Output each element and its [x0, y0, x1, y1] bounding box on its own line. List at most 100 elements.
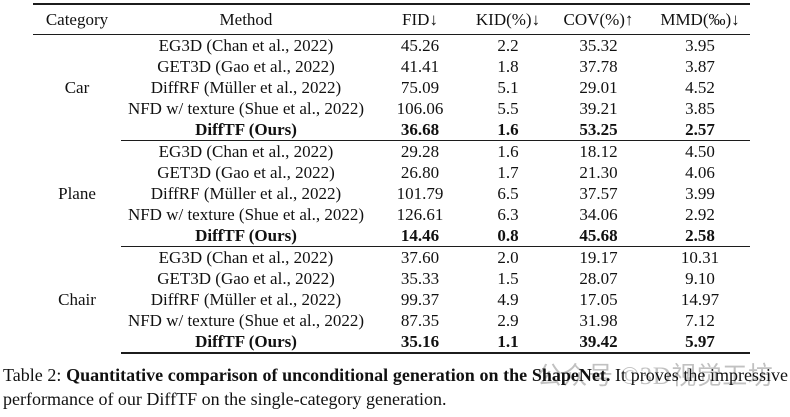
- section-chair: Chair EG3D (Chan et al., 2022) 37.60 2.0…: [33, 247, 750, 354]
- method-cell: GET3D (Gao et al., 2022): [157, 163, 335, 182]
- cov-cell: 39.21: [579, 99, 618, 118]
- cov-cell: 18.12: [579, 142, 618, 161]
- kid-cell: 5.1: [497, 78, 519, 97]
- kid-cell: 4.9: [497, 290, 519, 309]
- mmd-cell: 3.85: [685, 99, 715, 118]
- cov-cell: 39.42: [547, 331, 650, 354]
- table-row-ours: DiffTF (Ours) 35.16 1.1 39.42 5.97: [33, 331, 750, 354]
- method-cell: DiffTF (Ours): [121, 119, 371, 141]
- col-header-cov: COV(%)↑: [547, 3, 650, 35]
- mmd-cell: 2.58: [650, 225, 750, 247]
- method-cell: EG3D (Chan et al., 2022): [158, 142, 334, 161]
- fid-cell: 126.61: [396, 205, 444, 224]
- cov-cell: 29.01: [579, 78, 618, 97]
- fid-cell: 35.33: [400, 269, 440, 288]
- method-cell: DiffRF (Müller et al., 2022): [150, 78, 342, 97]
- table-caption: Table 2: Quantitative comparison of unco…: [3, 363, 788, 411]
- results-table: Category Method FID↓ KID(%)↓ COV(%)↑ MMD…: [33, 3, 750, 354]
- method-cell: EG3D (Chan et al., 2022): [158, 248, 334, 267]
- table-row: Plane EG3D (Chan et al., 2022) 29.28 1.6…: [33, 141, 750, 203]
- cov-cell: 31.98: [579, 311, 618, 330]
- table-row-ours: DiffTF (Ours) 14.46 0.8 45.68 2.58: [33, 225, 750, 247]
- fid-cell: 35.16: [371, 331, 469, 354]
- table-row: GET3D (Gao et al., 2022) 26.80 1.7 21.30…: [33, 162, 750, 183]
- mmd-cell: 5.97: [650, 331, 750, 354]
- kid-cell: 2.9: [497, 311, 519, 330]
- kid-cell: 5.5: [497, 99, 519, 118]
- section-car: Car EG3D (Chan et al., 2022) 45.26 2.2 3…: [33, 35, 750, 141]
- method-cell: DiffTF (Ours): [121, 331, 371, 354]
- cov-cell: 35.32: [579, 36, 618, 55]
- kid-cell: 1.8: [497, 57, 519, 76]
- fid-cell: 45.26: [400, 36, 440, 55]
- fid-cell: 37.60: [400, 248, 440, 267]
- kid-cell: 1.6: [497, 142, 519, 161]
- fid-cell: 41.41: [400, 57, 440, 76]
- mmd-cell: 14.97: [680, 290, 720, 309]
- fid-cell: 101.79: [396, 184, 444, 203]
- fid-cell: 26.80: [400, 163, 440, 182]
- mmd-cell: 4.50: [685, 142, 715, 161]
- table-row: GET3D (Gao et al., 2022) 35.33 1.5 28.07…: [33, 268, 750, 289]
- kid-cell: 6.3: [497, 205, 519, 224]
- table-row: NFD w/ texture (Shue et al., 2022) 106.0…: [33, 98, 750, 119]
- cov-cell: 53.25: [547, 119, 650, 141]
- method-cell: EG3D (Chan et al., 2022): [158, 36, 334, 55]
- kid-cell: 6.5: [497, 184, 519, 203]
- method-cell: NFD w/ texture (Shue et al., 2022): [127, 205, 365, 224]
- cov-cell: 19.17: [579, 248, 618, 267]
- kid-cell: 2.0: [497, 248, 519, 267]
- kid-cell: 1.1: [469, 331, 547, 354]
- watermark: 公众号 ©3D视觉工坊: [537, 361, 789, 393]
- mmd-cell: 10.31: [680, 248, 720, 267]
- method-cell: DiffRF (Müller et al., 2022): [150, 290, 342, 309]
- mmd-cell: 2.57: [650, 119, 750, 141]
- fid-cell: 99.37: [400, 290, 440, 309]
- caption-label: Table 2:: [3, 365, 62, 385]
- caption-rest-text: It proves the impressive performance of …: [3, 365, 789, 409]
- mmd-cell: 3.99: [685, 184, 715, 203]
- col-header-fid: FID↓: [371, 3, 469, 35]
- category-label: Chair: [58, 290, 96, 310]
- cov-cell: 21.30: [579, 163, 618, 182]
- mmd-cell: 3.87: [685, 57, 715, 76]
- table-row: DiffRF (Müller et al., 2022) 99.37 4.9 1…: [33, 289, 750, 310]
- method-cell: DiffRF (Müller et al., 2022): [150, 184, 342, 203]
- mmd-cell: 4.06: [685, 163, 715, 182]
- kid-cell: 1.7: [497, 163, 519, 182]
- fid-cell: 14.46: [371, 225, 469, 247]
- mmd-cell: 9.10: [685, 269, 715, 288]
- mmd-cell: 3.95: [685, 36, 715, 55]
- table-row: NFD w/ texture (Shue et al., 2022) 87.35…: [33, 310, 750, 331]
- col-header-kid: KID(%)↓: [469, 3, 547, 35]
- table-row: Car EG3D (Chan et al., 2022) 45.26 2.2 3…: [33, 35, 750, 97]
- mmd-cell: 7.12: [685, 311, 715, 330]
- kid-cell: 0.8: [469, 225, 547, 247]
- cov-cell: 37.78: [579, 57, 618, 76]
- method-cell: NFD w/ texture (Shue et al., 2022): [127, 99, 365, 118]
- results-table-container: Category Method FID↓ KID(%)↓ COV(%)↑ MMD…: [33, 3, 750, 354]
- table-row: NFD w/ texture (Shue et al., 2022) 126.6…: [33, 204, 750, 225]
- section-plane: Plane EG3D (Chan et al., 2022) 29.28 1.6…: [33, 141, 750, 247]
- method-cell: GET3D (Gao et al., 2022): [157, 57, 335, 76]
- table-row-ours: DiffTF (Ours) 36.68 1.6 53.25 2.57: [33, 119, 750, 141]
- watermark-text: 公众号 ©3D视觉工坊: [537, 363, 774, 390]
- caption-bold-text: Quantitative comparison of unconditional…: [66, 365, 611, 385]
- kid-cell: 2.2: [497, 36, 519, 55]
- table-row: Chair EG3D (Chan et al., 2022) 37.60 2.0…: [33, 247, 750, 309]
- col-header-method: Method: [121, 3, 371, 35]
- method-cell: GET3D (Gao et al., 2022): [157, 269, 335, 288]
- table-row: DiffRF (Müller et al., 2022) 101.79 6.5 …: [33, 183, 750, 204]
- header-row: Category Method FID↓ KID(%)↓ COV(%)↑ MMD…: [33, 3, 750, 35]
- cov-cell: 45.68: [547, 225, 650, 247]
- cov-cell: 28.07: [579, 269, 618, 288]
- fid-cell: 87.35: [400, 311, 440, 330]
- mmd-cell: 4.52: [685, 78, 715, 97]
- kid-cell: 1.5: [497, 269, 519, 288]
- cov-cell: 37.57: [579, 184, 618, 203]
- col-header-category: Category: [33, 3, 121, 35]
- fid-cell: 75.09: [400, 78, 440, 97]
- category-label: Plane: [58, 184, 96, 203]
- method-cell: NFD w/ texture (Shue et al., 2022): [127, 311, 365, 330]
